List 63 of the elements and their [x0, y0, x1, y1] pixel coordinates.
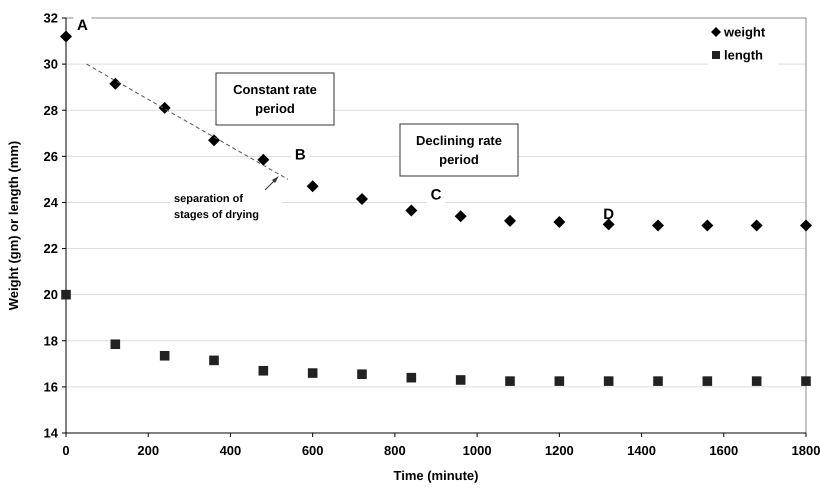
point	[553, 216, 566, 228]
annotation: D	[603, 206, 614, 224]
x-tick-label: 1400	[627, 443, 656, 458]
y-tick-label: 22	[44, 241, 58, 256]
point	[701, 220, 714, 232]
x-tick-label: 800	[384, 443, 406, 458]
y-tick-label: 26	[44, 148, 58, 164]
point	[801, 376, 811, 386]
annotation: Constant rate period	[233, 82, 317, 116]
point	[604, 376, 614, 386]
point	[308, 368, 318, 378]
point	[454, 210, 467, 222]
point	[504, 214, 516, 227]
x-tick-label: 1600	[709, 443, 738, 458]
x-tick-label: 1800	[792, 443, 820, 458]
point	[357, 369, 367, 380]
point	[109, 78, 122, 90]
y-tick-label: 28	[44, 102, 58, 118]
point	[306, 180, 319, 192]
annotation: separation of stages of drying	[174, 193, 259, 221]
y-tick-label: 16	[44, 379, 58, 394]
point	[800, 220, 812, 232]
point	[652, 220, 664, 232]
legend-label: weight	[723, 24, 766, 40]
point	[406, 372, 416, 382]
point	[60, 30, 72, 42]
x-tick-label: 600	[302, 443, 324, 458]
y-tick-label: 14	[44, 426, 59, 441]
y-axis-title: Weight (gm) or length (mm)	[6, 140, 21, 310]
annotation: C	[430, 186, 442, 204]
point	[257, 154, 270, 166]
legend-label: length	[724, 48, 764, 63]
annotation: B	[294, 146, 306, 164]
annotation: A	[77, 17, 88, 34]
point	[752, 376, 762, 386]
x-tick-label: 1000	[462, 443, 492, 458]
point	[653, 376, 663, 386]
y-tick-label: 30	[44, 56, 58, 72]
point	[61, 290, 71, 300]
point	[456, 375, 466, 385]
x-tick-label: 1200	[544, 443, 574, 458]
point	[356, 192, 368, 205]
y-tick-label: 32	[44, 10, 58, 26]
point	[160, 350, 170, 361]
point	[702, 376, 712, 386]
point	[405, 204, 418, 217]
point	[158, 102, 171, 114]
point	[602, 218, 615, 230]
point	[505, 376, 515, 386]
x-tick-label: 400	[220, 443, 242, 458]
y-tick-label: 20	[44, 287, 58, 302]
y-tick-label: 18	[44, 333, 58, 348]
point	[209, 356, 219, 366]
point	[208, 134, 220, 146]
x-axis-title: Time (minute)	[394, 468, 478, 483]
point	[750, 220, 763, 232]
point	[554, 376, 564, 386]
x-tick-label: 200	[137, 443, 160, 458]
annotation: Declining rate period	[416, 133, 502, 167]
point	[258, 366, 268, 376]
x-tick-label: 0	[62, 443, 70, 458]
point	[110, 339, 120, 350]
y-tick-label: 24	[44, 194, 59, 210]
